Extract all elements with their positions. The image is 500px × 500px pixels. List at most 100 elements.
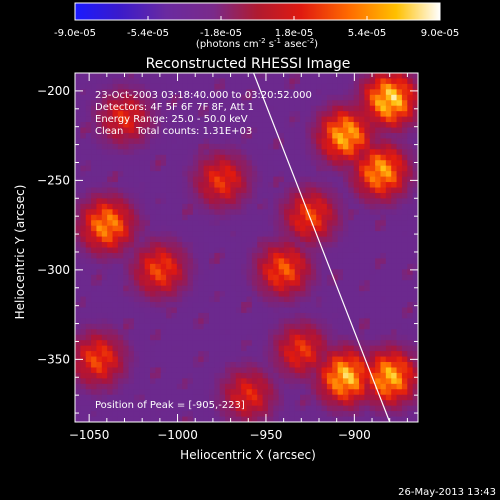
heatmap-cell	[278, 383, 285, 390]
heatmap-cell	[101, 356, 108, 363]
heatmap-cell	[267, 236, 274, 243]
heatmap-cell	[251, 132, 258, 140]
heatmap-cell	[192, 192, 199, 200]
heatmap-cell	[289, 285, 296, 292]
heatmap-cell	[289, 105, 296, 112]
heatmap-cell	[75, 378, 81, 385]
heatmap-cell	[150, 176, 156, 183]
heatmap-cell	[385, 138, 392, 145]
heatmap-cell	[219, 89, 226, 96]
heatmap-cell	[107, 323, 114, 330]
heatmap-cell	[332, 89, 339, 96]
heatmap-cell	[112, 89, 119, 96]
heatmap-cell	[101, 280, 108, 287]
heatmap-cell	[225, 285, 232, 292]
heatmap-cell	[230, 269, 237, 276]
heatmap-cell	[391, 280, 398, 287]
heatmap-cell	[117, 280, 124, 287]
heatmap-cell	[198, 372, 205, 379]
heatmap-cell	[385, 367, 392, 374]
heatmap-cell	[128, 367, 135, 374]
heatmap-cell	[230, 334, 237, 341]
heatmap-cell	[107, 236, 114, 243]
heatmap-cell	[117, 149, 124, 156]
heatmap-cell	[182, 198, 189, 205]
heatmap-cell	[294, 351, 301, 358]
heatmap-cell	[326, 154, 333, 161]
heatmap-cell	[262, 285, 269, 292]
heatmap-cell	[359, 143, 366, 150]
heatmap-cell	[144, 143, 151, 150]
heatmap-cell	[310, 94, 317, 101]
heatmap-cell	[112, 209, 119, 216]
heatmap-cell	[337, 274, 344, 281]
heatmap-cell	[107, 100, 114, 107]
heatmap-cell	[310, 127, 317, 134]
heatmap-cell	[401, 323, 408, 330]
heatmap-cell	[117, 171, 124, 178]
heatmap-cell	[369, 192, 376, 200]
heatmap-cell	[91, 220, 98, 227]
heatmap-cell	[246, 122, 253, 129]
heatmap-cell	[166, 187, 173, 194]
heatmap-cell	[176, 394, 183, 401]
heatmap-cell	[107, 182, 114, 189]
heatmap-cell	[321, 160, 328, 167]
heatmap-cell	[396, 143, 403, 150]
heatmap-cell	[342, 351, 349, 358]
heatmap-cell	[267, 165, 274, 172]
heatmap-cell	[123, 187, 130, 194]
heatmap-cell	[257, 362, 264, 369]
heatmap-cell	[91, 78, 98, 85]
heatmap-cell	[294, 291, 301, 298]
heatmap-cell	[284, 116, 290, 123]
heatmap-cell	[300, 203, 307, 210]
heatmap-cell	[241, 340, 248, 347]
heatmap-cell	[412, 83, 418, 90]
heatmap-cell	[391, 231, 398, 238]
heatmap-cell	[107, 400, 114, 407]
heatmap-cell	[208, 187, 215, 194]
heatmap-cell	[396, 334, 403, 341]
heatmap-cell	[273, 236, 280, 243]
heatmap-cell	[326, 111, 333, 118]
heatmap-cell	[407, 269, 414, 276]
heatmap-cell	[91, 154, 98, 161]
heatmap-cell	[321, 329, 328, 336]
heatmap-cell	[321, 416, 328, 422]
heatmap-cell	[267, 192, 274, 200]
heatmap-cell	[348, 127, 355, 134]
heatmap-cell	[246, 100, 253, 107]
heatmap-cell	[310, 154, 317, 161]
heatmap-cell	[160, 171, 167, 178]
heatmap-cell	[80, 94, 87, 101]
heatmap-cell	[385, 274, 392, 281]
heatmap-cell	[316, 372, 323, 379]
heatmap-cell	[332, 394, 339, 401]
heatmap-cell	[289, 171, 296, 178]
heatmap-cell	[300, 416, 307, 422]
heatmap-cell	[96, 269, 103, 276]
heatmap-cell	[305, 280, 312, 287]
heatmap-cell	[171, 345, 178, 352]
heatmap-cell	[117, 127, 124, 134]
heatmap-cell	[96, 318, 103, 325]
heatmap-cell	[300, 231, 307, 238]
heatmap-cell	[348, 280, 355, 287]
heatmap-cell	[284, 405, 290, 412]
heatmap-cell	[289, 73, 296, 80]
heatmap-cell	[128, 356, 135, 363]
colorbar-tick-label: -5.4e-05	[127, 28, 169, 39]
heatmap-cell	[214, 280, 221, 287]
heatmap-cell	[117, 83, 124, 90]
heatmap-cell	[230, 340, 237, 347]
heatmap-cell	[150, 400, 156, 407]
heatmap-cell	[235, 307, 242, 314]
heatmap-cell	[144, 154, 151, 161]
heatmap-cell	[321, 225, 328, 232]
heatmap-cell	[241, 252, 248, 259]
heatmap-cell	[396, 351, 403, 358]
heatmap-cell	[150, 154, 156, 161]
heatmap-cell	[112, 285, 119, 292]
heatmap-cell	[316, 176, 323, 183]
